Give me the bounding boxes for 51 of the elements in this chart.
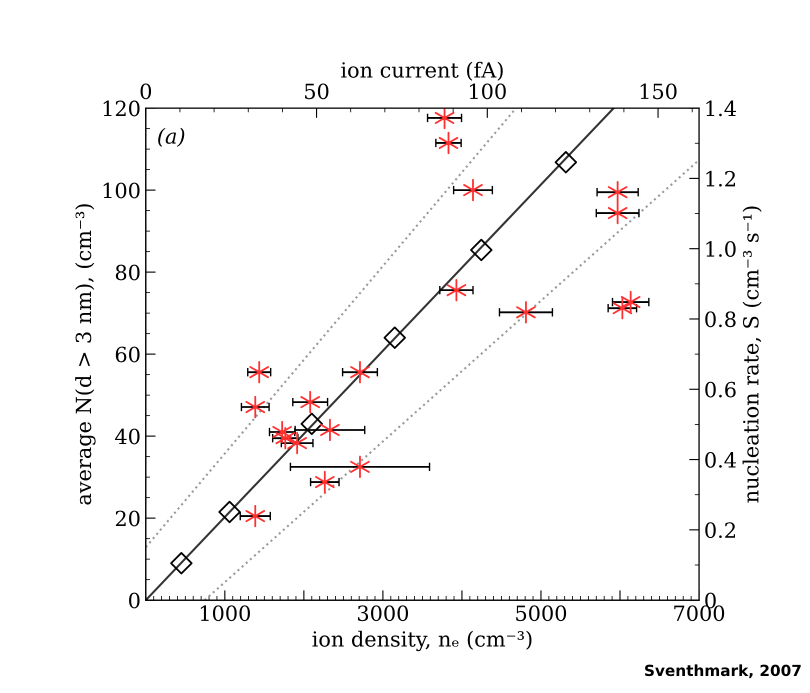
x2-tick-label: 50 [305,83,328,100]
y2-axis-title: nucleation rate, S (cm⁻³ s⁻¹) [742,206,762,503]
y-tick-label: 0 [129,592,140,608]
point [300,412,323,436]
x2-tick-label: 100 [470,83,506,100]
point [608,180,628,204]
y2-tick-label: 0.4 [705,452,736,468]
point [434,108,454,130]
point [612,296,632,320]
x2-axis-title: ion current (fA) [341,62,503,81]
point [249,360,270,384]
point [314,470,335,494]
point [350,456,370,478]
x-tick-label: 3000 [358,605,408,622]
x-tick-label: 1000 [200,605,250,622]
point [275,426,296,450]
point [300,390,320,414]
point [470,238,492,262]
y2-tick-label: 1.2 [706,170,735,187]
x2-tick-label: 150 [640,83,677,100]
text: Sventhmark, 2007 [645,664,801,678]
y-tick-label: 40 [115,428,140,444]
point [287,432,307,454]
y-tick-label: 20 [116,510,140,526]
point [463,178,483,202]
y-axis-title: average N(d > 3 nm), (cm⁻³) [75,204,96,505]
y-tick-label: 120 [104,100,140,116]
point [218,500,241,524]
point [554,151,578,174]
y2-tick-label: 0.6 [705,382,736,398]
y-tick-label: 60 [116,346,140,362]
y-tick-label: 80 [116,264,140,280]
point [516,301,536,324]
point [608,202,628,224]
point [384,326,406,349]
point [245,504,266,528]
point [438,132,458,154]
x-axis-title: ion density, nₑ (cm⁻³) [312,630,532,652]
point [170,552,193,574]
y2-tick-label: 0.8 [705,311,736,328]
y2-tick-label: 1.4 [706,100,736,116]
y2-tick-label: 1.0 [706,241,736,257]
x2-tick-label: 0 [140,83,152,100]
x-tick-label: 5000 [516,605,566,622]
annotation: (a) [158,128,184,147]
point [446,278,466,302]
y-tick-label: 100 [104,182,140,198]
point [350,360,370,384]
y2-tick-label: 0.2 [705,522,735,538]
point [320,418,340,442]
point [245,396,266,418]
